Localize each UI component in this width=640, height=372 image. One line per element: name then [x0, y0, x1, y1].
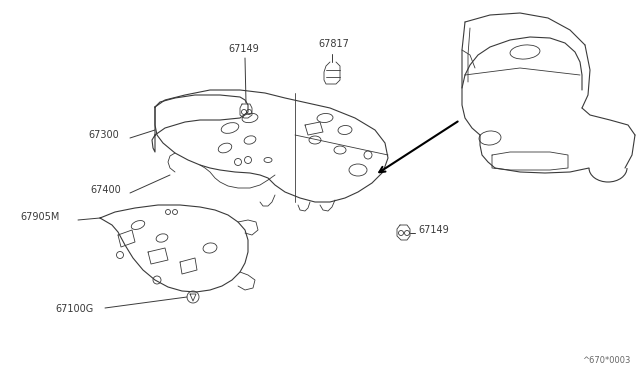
Text: 67817: 67817 — [318, 39, 349, 49]
Text: 67100G: 67100G — [55, 304, 93, 314]
Text: ^670*0003: ^670*0003 — [582, 356, 630, 365]
Text: 67300: 67300 — [88, 130, 119, 140]
Text: 67400: 67400 — [90, 185, 121, 195]
Text: 67149: 67149 — [418, 225, 449, 235]
Text: 67149: 67149 — [228, 44, 259, 54]
Text: 67905M: 67905M — [20, 212, 60, 222]
